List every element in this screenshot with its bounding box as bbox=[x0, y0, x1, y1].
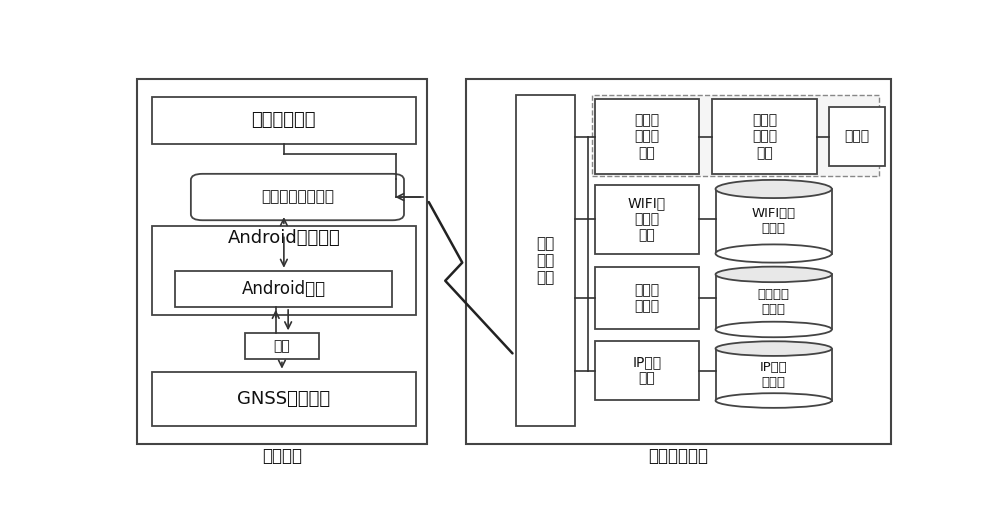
Text: 串口: 串口 bbox=[274, 340, 290, 353]
Bar bbox=[712, 99, 817, 174]
Ellipse shape bbox=[716, 180, 832, 198]
Ellipse shape bbox=[716, 267, 832, 282]
Text: 基站定
位模块: 基站定 位模块 bbox=[634, 283, 660, 313]
Bar bbox=[595, 185, 699, 254]
FancyBboxPatch shape bbox=[191, 174, 404, 220]
Text: 定位增强系统: 定位增强系统 bbox=[648, 447, 708, 465]
Bar bbox=[595, 99, 699, 174]
Text: 卫星数
据采集
模块: 卫星数 据采集 模块 bbox=[752, 113, 777, 160]
Ellipse shape bbox=[716, 393, 832, 408]
Text: GNSS定位单元: GNSS定位单元 bbox=[237, 390, 330, 408]
Text: 基准站: 基准站 bbox=[844, 129, 869, 144]
Ellipse shape bbox=[716, 322, 832, 337]
Bar bbox=[152, 372, 416, 426]
Bar bbox=[716, 189, 832, 254]
Bar bbox=[152, 97, 416, 144]
Text: 人机交互单元: 人机交互单元 bbox=[252, 112, 316, 129]
Text: 移动终端: 移动终端 bbox=[262, 447, 302, 465]
Bar bbox=[516, 95, 574, 426]
Bar bbox=[175, 271, 392, 307]
Bar bbox=[595, 267, 699, 329]
Text: IP地址
数据库: IP地址 数据库 bbox=[760, 361, 788, 389]
Bar bbox=[137, 79, 427, 444]
Text: 伪距差分计算单元: 伪距差分计算单元 bbox=[261, 190, 334, 204]
Bar bbox=[829, 107, 885, 166]
Ellipse shape bbox=[716, 244, 832, 263]
Bar bbox=[466, 79, 891, 444]
Text: 差分数
据解算
模块: 差分数 据解算 模块 bbox=[634, 113, 660, 160]
Bar bbox=[245, 333, 319, 359]
Bar bbox=[716, 275, 832, 330]
Bar bbox=[152, 226, 416, 315]
Text: Android驱动: Android驱动 bbox=[242, 280, 326, 298]
Bar bbox=[716, 348, 832, 400]
Ellipse shape bbox=[716, 341, 832, 356]
Text: WIFI热点
数据库: WIFI热点 数据库 bbox=[752, 208, 796, 235]
Bar bbox=[595, 341, 699, 400]
Bar bbox=[592, 95, 879, 176]
Text: WIFI热
点定位
模块: WIFI热 点定位 模块 bbox=[628, 196, 666, 243]
Text: 服务
发布
模块: 服务 发布 模块 bbox=[536, 236, 555, 286]
Text: Android操作系统: Android操作系统 bbox=[228, 230, 340, 247]
Text: IP定位
模块: IP定位 模块 bbox=[632, 355, 662, 386]
Text: 基站地址
数据库: 基站地址 数据库 bbox=[758, 288, 790, 316]
